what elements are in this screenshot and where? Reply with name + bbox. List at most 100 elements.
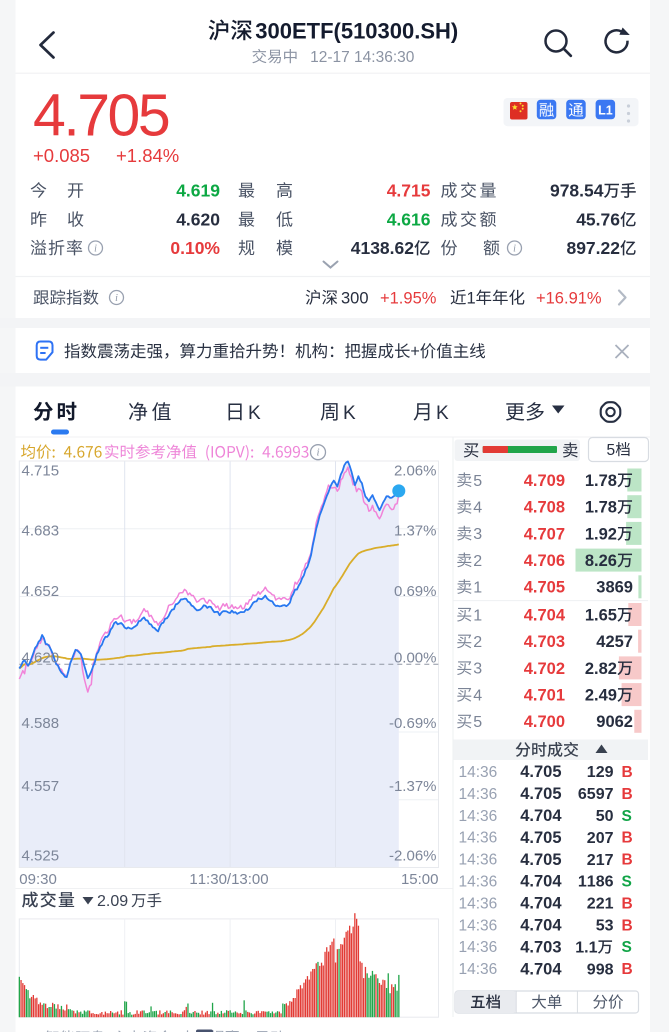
svg-text:1186: 1186: [578, 874, 614, 891]
svg-text:4.707: 4.707: [524, 525, 565, 543]
svg-text:i: i: [94, 244, 97, 255]
svg-text:B: B: [622, 961, 633, 978]
svg-text:14:36: 14:36: [459, 830, 498, 847]
svg-text:K: K: [436, 403, 449, 424]
svg-text:4.704: 4.704: [520, 960, 562, 978]
svg-text:4.557: 4.557: [22, 778, 60, 795]
svg-text:3: 3: [473, 526, 482, 543]
svg-text:i: i: [513, 244, 516, 255]
svg-text:4.704: 4.704: [520, 917, 562, 935]
svg-text:4.704: 4.704: [524, 606, 566, 624]
svg-text:4.700: 4.700: [524, 713, 565, 731]
svg-text:4.620: 4.620: [176, 210, 220, 230]
svg-text:S: S: [622, 939, 632, 956]
svg-text:2: 2: [473, 553, 482, 570]
svg-text:4.715: 4.715: [387, 181, 431, 201]
svg-text:2.06%: 2.06%: [394, 462, 437, 479]
svg-text:14:36: 14:36: [459, 808, 498, 825]
svg-text:129: 129: [587, 764, 614, 781]
svg-text:221: 221: [587, 896, 614, 913]
svg-text:1.78: 1.78: [585, 499, 617, 517]
svg-text:1.37%: 1.37%: [394, 522, 437, 539]
svg-text:4.705: 4.705: [520, 763, 561, 781]
svg-text:K: K: [343, 403, 356, 424]
svg-text:-1.37%: -1.37%: [389, 778, 437, 795]
svg-text:L1: L1: [598, 104, 613, 118]
svg-text:6597: 6597: [578, 786, 614, 803]
svg-text:4.705: 4.705: [520, 829, 561, 847]
svg-text:1: 1: [473, 580, 482, 597]
svg-text:2.09: 2.09: [97, 893, 128, 910]
svg-text:3869: 3869: [596, 579, 633, 597]
svg-text:4.705: 4.705: [33, 83, 169, 149]
svg-text:14:36: 14:36: [459, 874, 498, 891]
svg-text:+1.95%: +1.95%: [380, 290, 437, 308]
svg-text:-2.06%: -2.06%: [389, 847, 437, 864]
svg-text:15:00: 15:00: [401, 871, 439, 888]
svg-text:4.652: 4.652: [22, 583, 60, 600]
svg-text:897.22: 897.22: [566, 238, 620, 258]
svg-text:B: B: [622, 895, 633, 912]
svg-text:14:36: 14:36: [459, 917, 498, 934]
svg-text:14:36: 14:36: [459, 852, 498, 869]
svg-text:4.683: 4.683: [22, 522, 60, 539]
svg-text:B: B: [622, 764, 633, 781]
svg-text:4.701: 4.701: [524, 687, 565, 705]
svg-text:4.704: 4.704: [520, 807, 562, 825]
svg-text:14:36: 14:36: [459, 939, 498, 956]
svg-text:45.76: 45.76: [576, 210, 620, 230]
svg-text:+1.84%: +1.84%: [116, 145, 179, 166]
svg-text:4.709: 4.709: [524, 472, 565, 490]
svg-text:300: 300: [341, 290, 369, 308]
svg-text:4.715: 4.715: [22, 462, 60, 479]
svg-text:0.00%: 0.00%: [394, 649, 437, 666]
svg-text:-0.69%: -0.69%: [389, 715, 437, 732]
svg-text:i: i: [316, 447, 319, 459]
svg-text:2.49: 2.49: [585, 687, 617, 705]
svg-text:53: 53: [596, 918, 614, 935]
svg-text:B: B: [622, 852, 633, 869]
svg-text:978.54: 978.54: [550, 181, 604, 201]
svg-text:5: 5: [473, 473, 482, 490]
svg-text:5: 5: [473, 714, 482, 731]
svg-text:B: B: [622, 917, 633, 934]
svg-text:4138.62: 4138.62: [351, 238, 415, 258]
svg-text:4.525: 4.525: [22, 847, 60, 864]
svg-text:4.616: 4.616: [387, 210, 431, 230]
svg-text:+0.085: +0.085: [33, 145, 90, 166]
svg-text:207: 207: [587, 830, 614, 847]
svg-text:5: 5: [607, 442, 616, 459]
svg-text:9062: 9062: [596, 713, 633, 731]
svg-text:4.702: 4.702: [524, 660, 565, 678]
svg-text:14:36: 14:36: [459, 895, 498, 912]
svg-text:1.1: 1.1: [575, 939, 597, 956]
svg-text:998: 998: [587, 961, 614, 978]
svg-text:B: B: [622, 786, 633, 803]
svg-text:217: 217: [587, 852, 614, 869]
svg-text:4: 4: [473, 500, 482, 517]
svg-text:8.26: 8.26: [585, 552, 617, 570]
svg-text:4: 4: [473, 687, 482, 704]
svg-text:0.10%: 0.10%: [170, 238, 220, 258]
svg-text:4.588: 4.588: [22, 715, 60, 732]
svg-text:300ETF(510300.SH): 300ETF(510300.SH): [255, 19, 458, 44]
svg-text:1.92: 1.92: [585, 525, 617, 543]
svg-text:2.82: 2.82: [585, 660, 617, 678]
svg-text:B: B: [622, 830, 633, 847]
svg-text:3: 3: [473, 661, 482, 678]
svg-text:12-17 14:36:30: 12-17 14:36:30: [310, 49, 415, 66]
svg-text:1: 1: [467, 290, 476, 308]
svg-text:i: i: [115, 293, 118, 304]
svg-text:4.704: 4.704: [520, 873, 562, 891]
svg-text:0.69%: 0.69%: [394, 583, 437, 600]
svg-text:50: 50: [596, 808, 614, 825]
svg-text:2: 2: [473, 634, 482, 651]
svg-text:09:30: 09:30: [19, 871, 57, 888]
svg-text:4.706: 4.706: [524, 552, 565, 570]
svg-text:S: S: [622, 808, 632, 825]
svg-text:4.704: 4.704: [520, 895, 562, 913]
svg-text:4.703: 4.703: [520, 938, 561, 956]
svg-text:4.620: 4.620: [22, 649, 60, 666]
svg-text:K: K: [248, 403, 261, 424]
svg-text:14:36: 14:36: [459, 764, 498, 781]
